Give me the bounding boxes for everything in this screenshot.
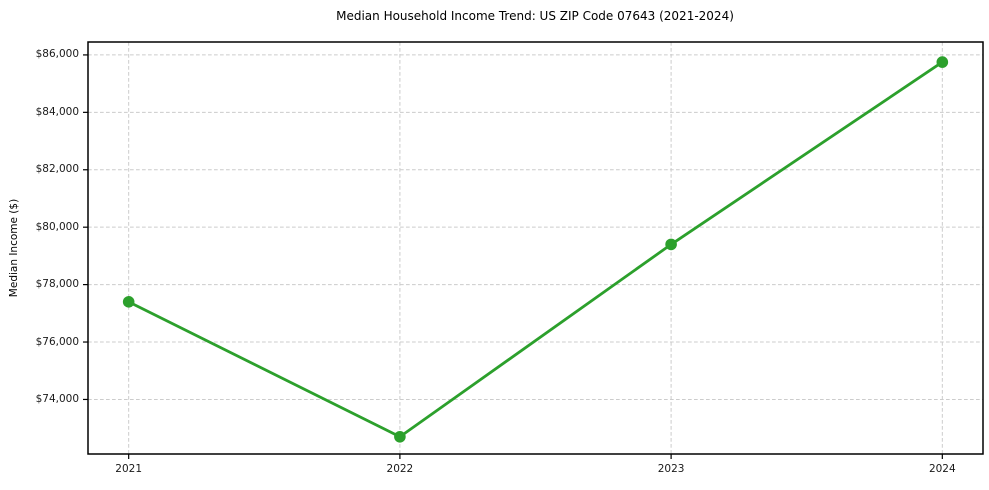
y-tick-label: $84,000 <box>35 105 79 118</box>
plot-border <box>87 41 984 455</box>
chart-title: Median Household Income Trend: US ZIP Co… <box>336 9 734 23</box>
y-tick-label: $76,000 <box>35 335 79 348</box>
data-point-marker <box>394 430 406 443</box>
x-tick-label: 2024 <box>928 463 956 475</box>
y-tick-label: $74,000 <box>35 392 79 405</box>
x-tick-label: 2023 <box>657 463 685 475</box>
y-tick-label: $82,000 <box>35 163 79 176</box>
data-point-marker <box>665 238 677 251</box>
data-point-marker <box>936 56 949 68</box>
data-point-marker <box>122 296 135 308</box>
x-tick-label: 2022 <box>386 463 414 475</box>
income-trend-line <box>127 60 944 439</box>
y-tick-label: $86,000 <box>35 48 79 61</box>
y-tick-label: $78,000 <box>35 278 79 291</box>
x-tick-label: 2021 <box>115 463 143 475</box>
y-tick-label: $80,000 <box>35 220 79 233</box>
